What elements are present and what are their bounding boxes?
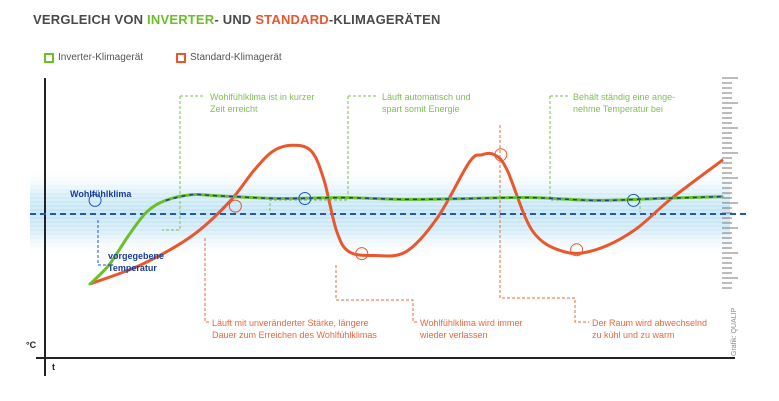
leader-red-3 xyxy=(499,125,589,323)
legend-label-inverter: Inverter-Klimagerät xyxy=(58,52,144,63)
marker-3 xyxy=(228,199,242,213)
y-axis-label: °C xyxy=(26,340,37,350)
annotation-red-1: Läuft mit unveränderter Stärke, längere … xyxy=(212,318,377,340)
title-part-1: VERGLEICH VON xyxy=(33,12,148,27)
leader-target xyxy=(97,220,106,266)
title-part-5: -KLIMAGERÄTEN xyxy=(328,12,441,27)
leader-red-2 xyxy=(335,265,417,323)
annotation-red-2: Wohlfühlklima wird immer wieder verlasse… xyxy=(420,318,523,340)
title-part-standard: STANDARD xyxy=(255,12,329,27)
marker-0 xyxy=(88,193,102,207)
marker-4 xyxy=(355,247,369,261)
leader-green-2b xyxy=(269,96,349,212)
leader-green-3b xyxy=(549,96,641,212)
marker-6 xyxy=(570,243,584,257)
marker-1 xyxy=(298,192,312,205)
legend-item-standard: Standard-Klimagerät xyxy=(176,52,282,63)
image-credit: Grafik: QUALIP xyxy=(731,307,738,356)
marker-5 xyxy=(494,148,508,162)
annotation-red-3: Der Raum wird abwechselnd zu kühl und zu… xyxy=(592,318,708,340)
leader-red-1 xyxy=(204,238,210,323)
right-scale-ticks xyxy=(722,77,738,289)
legend-swatch-standard-icon xyxy=(176,52,186,63)
leader-green-1b xyxy=(162,96,181,231)
series-line-inverter-overlay xyxy=(165,193,723,202)
legend-item-inverter: Inverter-Klimagerät xyxy=(44,52,143,63)
comfort-label: Wohlfühlklima xyxy=(70,189,132,199)
annotation-green-2: Läuft automatisch und spart somit Energi… xyxy=(382,92,471,114)
annotation-green-3: Behält ständig eine ange- nehme Temperat… xyxy=(573,92,676,114)
title-part-3: - UND xyxy=(214,12,256,27)
comfort-band-lines xyxy=(30,175,730,253)
title-part-inverter: INVERTER xyxy=(147,12,215,27)
annotation-leaders xyxy=(97,95,641,323)
legend-swatch-inverter-icon xyxy=(44,52,54,63)
legend-label-standard: Standard-Klimagerät xyxy=(190,52,282,63)
marker-2 xyxy=(627,193,641,207)
series-line-standard xyxy=(88,143,724,286)
annotation-green-1: Wohlfühlklima ist in kurzer Zeit erreich… xyxy=(210,92,315,114)
x-axis-label: t xyxy=(52,362,55,372)
page-title: VERGLEICH VON INVERTER- UND STANDARD-KLI… xyxy=(33,12,441,27)
target-temperature-label: vorgegebene Temperatur xyxy=(108,251,165,273)
chart-markers xyxy=(88,148,641,261)
